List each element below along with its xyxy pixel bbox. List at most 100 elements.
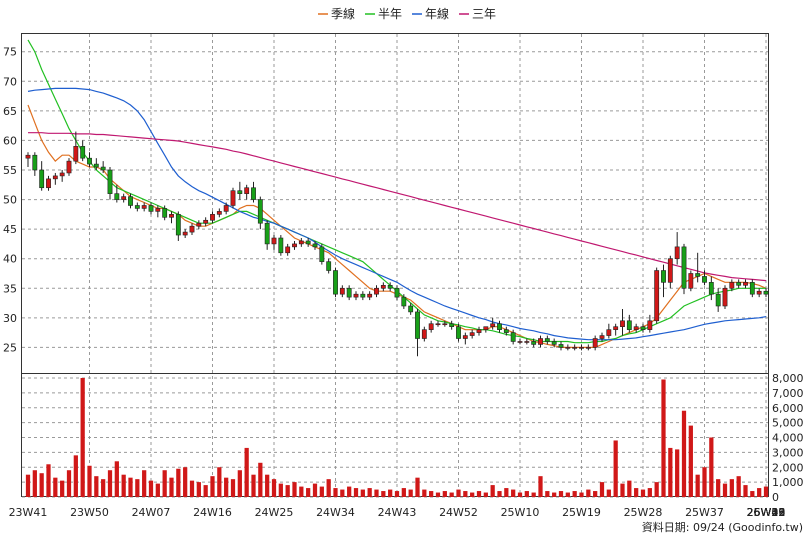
candle-body xyxy=(107,169,113,194)
candle-body xyxy=(469,332,475,336)
data-date-source: 資料日期: 09/24 (Goodinfo.tw) xyxy=(642,520,803,534)
volume-bar xyxy=(53,477,58,497)
candle-body xyxy=(374,287,379,295)
candle-body xyxy=(285,246,291,254)
candle-body xyxy=(380,285,386,289)
price-tick-label: 45 xyxy=(3,223,17,236)
volume-bar xyxy=(114,461,119,497)
candle-body xyxy=(298,240,304,245)
candle-body xyxy=(647,320,653,330)
candle-body xyxy=(128,196,133,206)
volume-bar xyxy=(722,483,728,497)
volume-bar xyxy=(80,378,85,497)
x-tick-label: 24W43 xyxy=(378,506,417,519)
candle-body xyxy=(497,323,502,330)
volume-bar xyxy=(476,491,482,497)
candle-body xyxy=(203,219,209,224)
volume-bar xyxy=(634,488,639,497)
volume-bar xyxy=(709,437,714,497)
price-axis-ticks: 25 30 35 40 45 50 55 60 65 70 75 xyxy=(3,46,17,355)
volume-bar xyxy=(558,491,564,497)
volume-bar xyxy=(347,486,352,497)
candle-body xyxy=(749,282,755,295)
volume-bar xyxy=(647,488,652,497)
candle-body xyxy=(141,205,147,209)
volume-tick-label: 7,000 xyxy=(772,387,804,400)
candle-body xyxy=(702,276,707,283)
volume-bar xyxy=(25,474,31,497)
candle-body xyxy=(613,326,619,330)
volume-bar xyxy=(640,489,646,497)
volume-bar xyxy=(552,492,557,497)
candle-body xyxy=(681,246,687,289)
candle-body xyxy=(148,205,154,212)
volume-bar xyxy=(107,470,113,497)
candle-body xyxy=(271,237,277,245)
volume-bar xyxy=(292,482,297,497)
candle-body xyxy=(620,320,625,327)
volume-bar xyxy=(627,480,632,497)
price-tick-label: 25 xyxy=(3,341,17,354)
candle-body xyxy=(189,225,195,233)
volume-tick-label: 6,000 xyxy=(772,402,804,415)
volume-bar xyxy=(169,477,174,497)
volume-bar xyxy=(66,470,72,497)
candle-body xyxy=(558,344,564,348)
volume-tick-label: 4,000 xyxy=(772,432,804,445)
candle-body xyxy=(633,326,639,330)
price-tick-label: 55 xyxy=(3,164,17,177)
volume-bar xyxy=(743,485,748,497)
candle-body xyxy=(346,287,352,298)
volume-tick-label: 3,000 xyxy=(772,446,804,459)
x-tick-label: 25W37 xyxy=(685,506,724,519)
volume-bar xyxy=(442,491,447,497)
volume-bar xyxy=(230,479,236,497)
volume-bar xyxy=(695,474,700,497)
volume-bar xyxy=(497,491,502,497)
volume-bar xyxy=(599,482,605,497)
x-tick-label: 26W03 xyxy=(747,506,786,519)
price-tick-label: 60 xyxy=(3,134,17,147)
price-tick-label: 40 xyxy=(3,253,17,266)
candle-body xyxy=(592,338,598,348)
volume-bar xyxy=(750,491,755,497)
candle-body xyxy=(490,323,496,327)
candle-body xyxy=(462,335,468,339)
candle-body xyxy=(25,154,31,159)
candle-body xyxy=(715,293,721,307)
volume-bar xyxy=(142,470,147,497)
volume-bar xyxy=(306,488,311,497)
volume-bar xyxy=(702,467,707,497)
x-tick-label: 24W34 xyxy=(316,506,355,519)
candle-body xyxy=(599,335,605,339)
volume-bar xyxy=(340,489,345,497)
volume-bar xyxy=(456,489,461,497)
candle-body xyxy=(230,190,236,206)
candle-body xyxy=(517,341,523,343)
volume-bar xyxy=(463,491,468,497)
volume-bar xyxy=(668,447,673,497)
volume-bar xyxy=(360,489,365,497)
volume-bar xyxy=(654,482,659,497)
volume-bar xyxy=(299,486,304,497)
candle-body xyxy=(175,214,181,236)
candle-body xyxy=(264,222,270,245)
candle-body xyxy=(695,273,701,277)
volume-bar xyxy=(183,467,188,497)
candle-body xyxy=(244,187,250,194)
volume-bar xyxy=(128,477,133,497)
x-tick-label: 23W50 xyxy=(70,506,109,519)
candle-body xyxy=(763,290,769,295)
volume-bar xyxy=(265,474,270,497)
volume-bar xyxy=(224,477,229,497)
candle-body xyxy=(305,240,311,245)
candle-body xyxy=(114,193,120,200)
candle-body xyxy=(46,178,51,189)
candle-body xyxy=(319,246,325,262)
volume-bar xyxy=(511,489,516,497)
candle-body xyxy=(121,196,127,200)
price-tick-label: 70 xyxy=(3,75,17,88)
volume-bar xyxy=(524,491,529,497)
x-tick-label: 25W28 xyxy=(624,506,663,519)
